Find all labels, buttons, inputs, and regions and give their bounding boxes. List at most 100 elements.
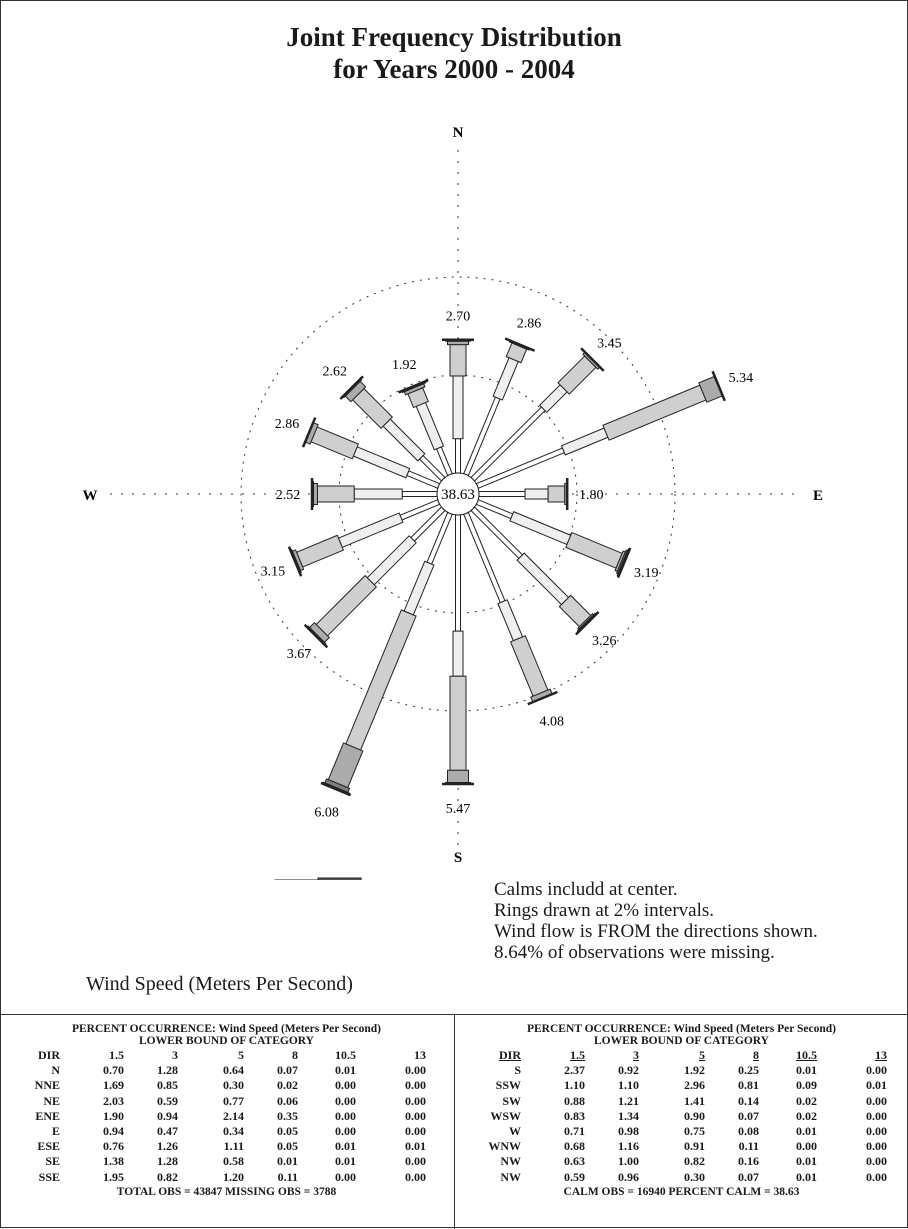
petal-end-se [575, 611, 600, 636]
note-missing: 8.64% of observations were missing. [494, 942, 775, 963]
petal-end-nnw [398, 379, 429, 394]
petal-segment-e-1.5 [478, 491, 526, 497]
table-row: NW 0.63 1.00 0.82 0.16 0.01 0.00 [467, 1154, 887, 1169]
calm-circle [436, 472, 480, 516]
table-left-grid: DIR 1.5 3 5 8 10.5 13 N 0.70 1.28 0.64 0.07 0.01 0.00… [6, 1048, 426, 1185]
ring-4pct [240, 276, 676, 712]
petal-end-ese [616, 547, 632, 579]
petal-segment-nnw-3 [415, 401, 445, 451]
table-value-cell: 0.01 [405, 1139, 426, 1154]
petal-s-8 [442, 514, 474, 786]
table-value-cell: 0.81 [738, 1078, 759, 1093]
table-dir-cell: NW [500, 1154, 521, 1169]
table-value-cell: 0.82 [684, 1154, 705, 1169]
table-dir-cell: ESE [37, 1139, 60, 1154]
table-dir-cell: NE [43, 1093, 60, 1108]
table-col-header: 1.5 [109, 1048, 124, 1063]
total-label-sw: 3.67 [287, 647, 312, 662]
table-left-subheading: LOWER BOUND OF CATEGORY [139, 1035, 314, 1047]
table-value-cell: 0.11 [738, 1139, 759, 1154]
table-col-header: DIR [37, 1048, 60, 1063]
table-dir-cell: NW [500, 1169, 521, 1184]
petal-segment-n-3 [452, 375, 464, 440]
table-value-cell: 0.94 [157, 1108, 178, 1123]
table-value-cell: 1.69 [103, 1078, 124, 1093]
table-value-cell: 0.25 [738, 1063, 759, 1078]
table-value-cell: 0.83 [564, 1108, 585, 1123]
table-dir-cell: E [51, 1124, 60, 1139]
table-value-cell: 0.00 [405, 1093, 426, 1108]
table-col-header: DIR [498, 1048, 521, 1063]
table-value-cell: 0.75 [684, 1124, 705, 1139]
table-value-cell: 0.11 [277, 1169, 298, 1184]
petal-segment-wnw-3 [352, 446, 411, 479]
table-value-cell: 0.01 [796, 1169, 817, 1184]
table-value-cell: 0.30 [684, 1169, 705, 1184]
table-value-cell: 0.07 [738, 1108, 759, 1123]
table-row: SSW 1.10 1.10 2.96 0.81 0.09 0.01 [467, 1078, 887, 1093]
table-col-header: 3 [172, 1048, 178, 1063]
petal-segment-ssw-5 [345, 609, 417, 751]
table-value-cell: 1.10 [564, 1078, 585, 1093]
table-value-cell: 0.59 [157, 1093, 178, 1108]
table-dir-cell: WSW [490, 1108, 521, 1123]
table-header-row: DIR 1.5 3 5 8 10.5 13 [6, 1048, 426, 1063]
petal-segment-sw-3 [366, 535, 417, 586]
petal-segment-nne-3 [492, 357, 519, 401]
table-value-cell: 0.64 [223, 1063, 244, 1078]
petal-segment-s-1.5 [455, 514, 461, 632]
table-value-cell: 0.02 [796, 1108, 817, 1123]
table-col-header: 10.5 [335, 1048, 356, 1063]
total-label-wsw: 3.15 [261, 565, 286, 580]
petal-wsw-11 [287, 499, 441, 577]
table-value-cell: 0.77 [223, 1093, 244, 1108]
table-value-cell: 0.06 [277, 1093, 298, 1108]
table-row: ESE 0.76 1.26 1.11 0.05 0.01 0.01 [6, 1139, 426, 1154]
petal-segment-wnw-5 [310, 426, 360, 460]
table-col-header: 1.5 [570, 1048, 585, 1063]
petal-ne-2 [470, 347, 605, 482]
petal-segment-sse-5 [509, 635, 549, 697]
petal-e-4 [478, 478, 569, 510]
petal-segment-se-3 [516, 552, 570, 606]
petal-segment-wsw-5 [295, 534, 345, 568]
petal-se-6 [470, 506, 600, 636]
petal-w-12 [310, 478, 438, 510]
calm-percent-label: 38.63 [441, 487, 475, 503]
table-value-cell: 0.00 [866, 1139, 887, 1154]
petal-end-wsw [287, 546, 303, 577]
table-value-cell: 0.47 [157, 1124, 178, 1139]
table-value-cell: 0.90 [684, 1108, 705, 1123]
total-label-nne: 2.86 [517, 316, 542, 331]
note-flow: Wind flow is FROM the directions shown. [494, 921, 818, 942]
total-label-sse: 4.08 [539, 714, 564, 729]
total-label-e: 1.80 [579, 488, 604, 503]
table-value-cell: 0.00 [335, 1093, 356, 1108]
table-value-cell: 0.01 [796, 1063, 817, 1078]
table-value-cell: 0.35 [277, 1108, 298, 1123]
petal-group [287, 337, 726, 797]
table-col-header: 8 [753, 1048, 759, 1063]
table-value-cell: 0.00 [866, 1154, 887, 1169]
total-label-ne: 3.45 [597, 337, 622, 352]
petal-end-nw [339, 375, 364, 400]
petal-end-ne [580, 347, 605, 372]
note-rings: Rings drawn at 2% intervals. [494, 900, 715, 921]
table-value-cell: 1.20 [223, 1169, 244, 1184]
table-value-cell: 2.37 [564, 1063, 585, 1078]
petal-end-ene [711, 370, 726, 402]
table-value-cell: 0.98 [618, 1124, 639, 1139]
table-value-cell: 1.16 [618, 1139, 639, 1154]
petal-nne-1 [463, 337, 536, 477]
petal-segment-e-5 [547, 485, 566, 503]
table-value-cell: 2.14 [223, 1108, 244, 1123]
table-row: E 0.94 0.47 0.34 0.05 0.00 0.00 [6, 1124, 426, 1139]
table-dir-cell: NNE [34, 1078, 60, 1093]
compass-w: W [83, 488, 98, 504]
table-value-cell: 0.02 [277, 1078, 298, 1093]
petal-segment-nne-1.5 [463, 396, 501, 477]
table-value-cell: 0.00 [335, 1078, 356, 1093]
table-value-cell: 1.11 [223, 1139, 244, 1154]
table-value-cell: 0.00 [405, 1124, 426, 1139]
table-left: PERCENT OCCURRENCE: Wind Speed (Meters P… [0, 1015, 453, 1229]
